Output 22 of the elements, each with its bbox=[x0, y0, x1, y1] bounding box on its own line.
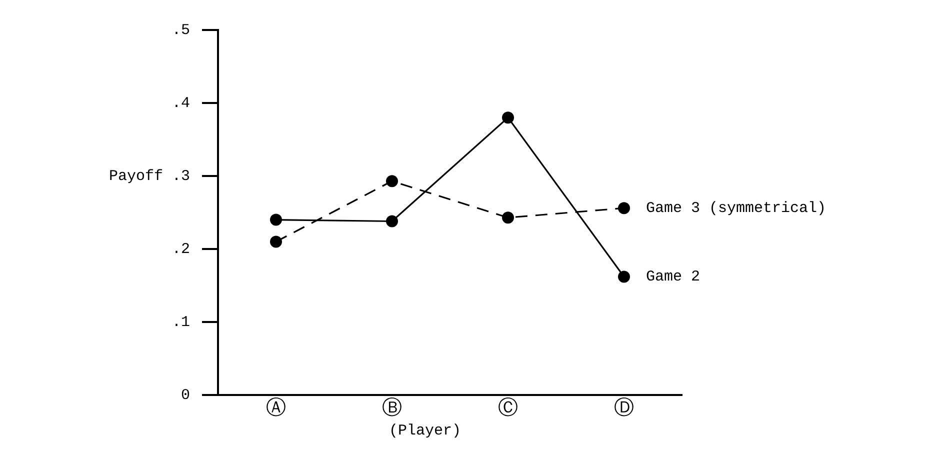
y-tick-label: .1 bbox=[172, 314, 190, 331]
y-tick-label: .3 bbox=[172, 168, 190, 185]
y-tick-label: .2 bbox=[172, 240, 190, 258]
y-tick-label: 0 bbox=[180, 386, 190, 404]
point bbox=[386, 215, 398, 228]
point bbox=[618, 202, 630, 214]
y-tick-label: .4 bbox=[172, 94, 190, 112]
series-label: Game 3 (symmetrical) bbox=[646, 200, 826, 218]
x-axis-title: (Player) bbox=[388, 422, 462, 440]
series-label: Game 2 bbox=[646, 268, 700, 286]
point bbox=[270, 214, 282, 226]
y-axis-title: Payoff bbox=[108, 168, 163, 185]
x-tick-label: Ⓓ bbox=[614, 395, 634, 420]
point bbox=[386, 175, 398, 188]
point bbox=[618, 270, 630, 283]
point bbox=[502, 212, 514, 224]
x-tick-label: Ⓑ bbox=[382, 395, 402, 420]
x-tick-label: Ⓒ bbox=[498, 395, 518, 420]
point bbox=[270, 236, 282, 248]
point bbox=[502, 112, 514, 124]
y-tick-label: .5 bbox=[172, 22, 190, 39]
x-tick-label: Ⓐ bbox=[266, 395, 286, 420]
